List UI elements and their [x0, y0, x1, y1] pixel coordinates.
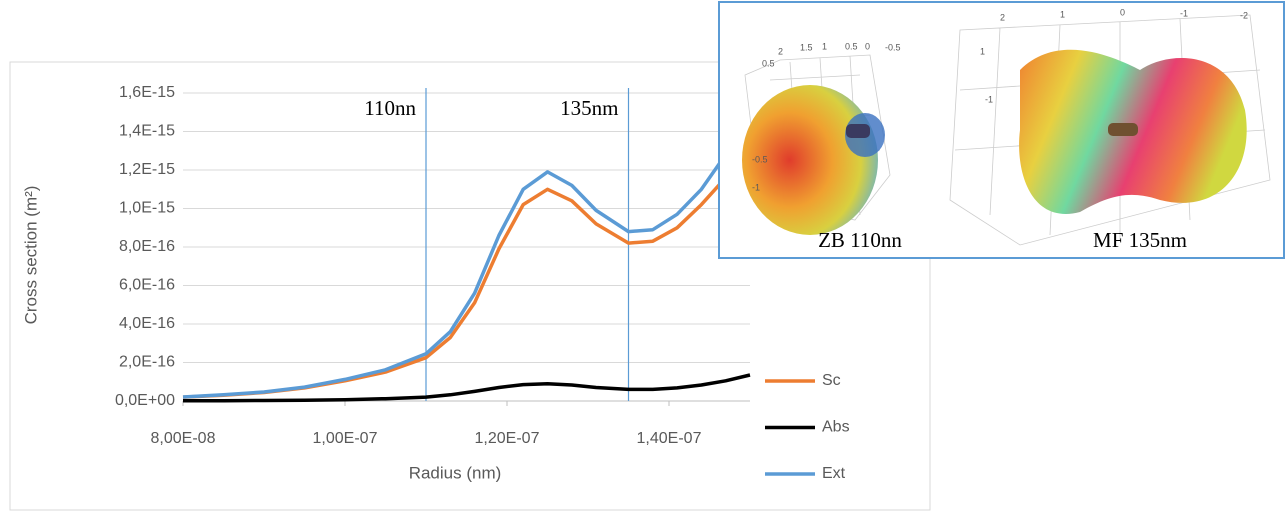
y-tick-label: 8,0E-16: [119, 238, 175, 255]
annotation: 110nn: [364, 96, 416, 120]
inset-tick: 0.5: [845, 41, 858, 51]
inset-tick: -0.5: [885, 42, 901, 52]
y-tick-label: 0,0E+00: [115, 392, 175, 409]
inset-tick: 1.5: [800, 42, 813, 52]
y-tick-label: 2,0E-16: [119, 354, 175, 371]
inset-tick: 0.5: [762, 58, 775, 68]
legend-label: Sc: [822, 372, 841, 389]
inset-tick: 1: [980, 46, 985, 56]
inset-tick: 1: [1060, 9, 1065, 19]
x-axis-title: Radius (nm): [409, 463, 502, 482]
inset-tick: 0: [865, 41, 870, 51]
y-tick-label: 1,6E-15: [119, 84, 175, 101]
annotation: 135nm: [560, 96, 618, 120]
inset-tick: -1: [752, 182, 760, 192]
y-tick-label: 6,0E-16: [119, 277, 175, 294]
y-tick-label: 1,0E-15: [119, 200, 175, 217]
rod-mf: [1108, 123, 1138, 136]
x-tick-label: 1,00E-07: [313, 430, 378, 447]
x-tick-label: 8,00E-08: [151, 430, 216, 447]
inset-caption: ZB 110nn: [818, 228, 902, 252]
inset-tick: -2: [1240, 10, 1248, 20]
inset-tick: 2: [778, 46, 783, 56]
chart: 0,0E+00 2,0E-16 4,0E-16 6,0E-16 8,0E-16 1,0E-…: [0, 0, 1287, 516]
page: {"chart_data": {"type": "line", "y_label…: [0, 0, 1287, 516]
inset-tick: 2: [1000, 12, 1005, 22]
inset-tick: -1: [1180, 8, 1188, 18]
legend-label: Ext: [822, 465, 846, 482]
inset-image: ZB 110nn MF 135nm 2 1.5 1 0.5 0 -0.5 0.5 -0.5 -1 2 1…: [719, 2, 1284, 258]
y-tick-label: 4,0E-16: [119, 315, 175, 332]
x-tick-label: 1,20E-07: [475, 430, 540, 447]
inset-tick: 0: [1120, 7, 1125, 17]
inset-caption: MF 135nm: [1093, 228, 1187, 252]
y-tick-label: 1,2E-15: [119, 161, 175, 178]
inset-tick: 1: [822, 41, 827, 51]
rod-zb: [846, 124, 870, 138]
inset-tick: -1: [985, 94, 993, 104]
inset-tick: -0.5: [752, 154, 768, 164]
y-axis-title: Cross section (m²): [21, 186, 40, 325]
legend-label: Abs: [822, 419, 850, 436]
x-tick-label: 1,40E-07: [637, 430, 702, 447]
y-tick-label: 1,4E-15: [119, 123, 175, 140]
